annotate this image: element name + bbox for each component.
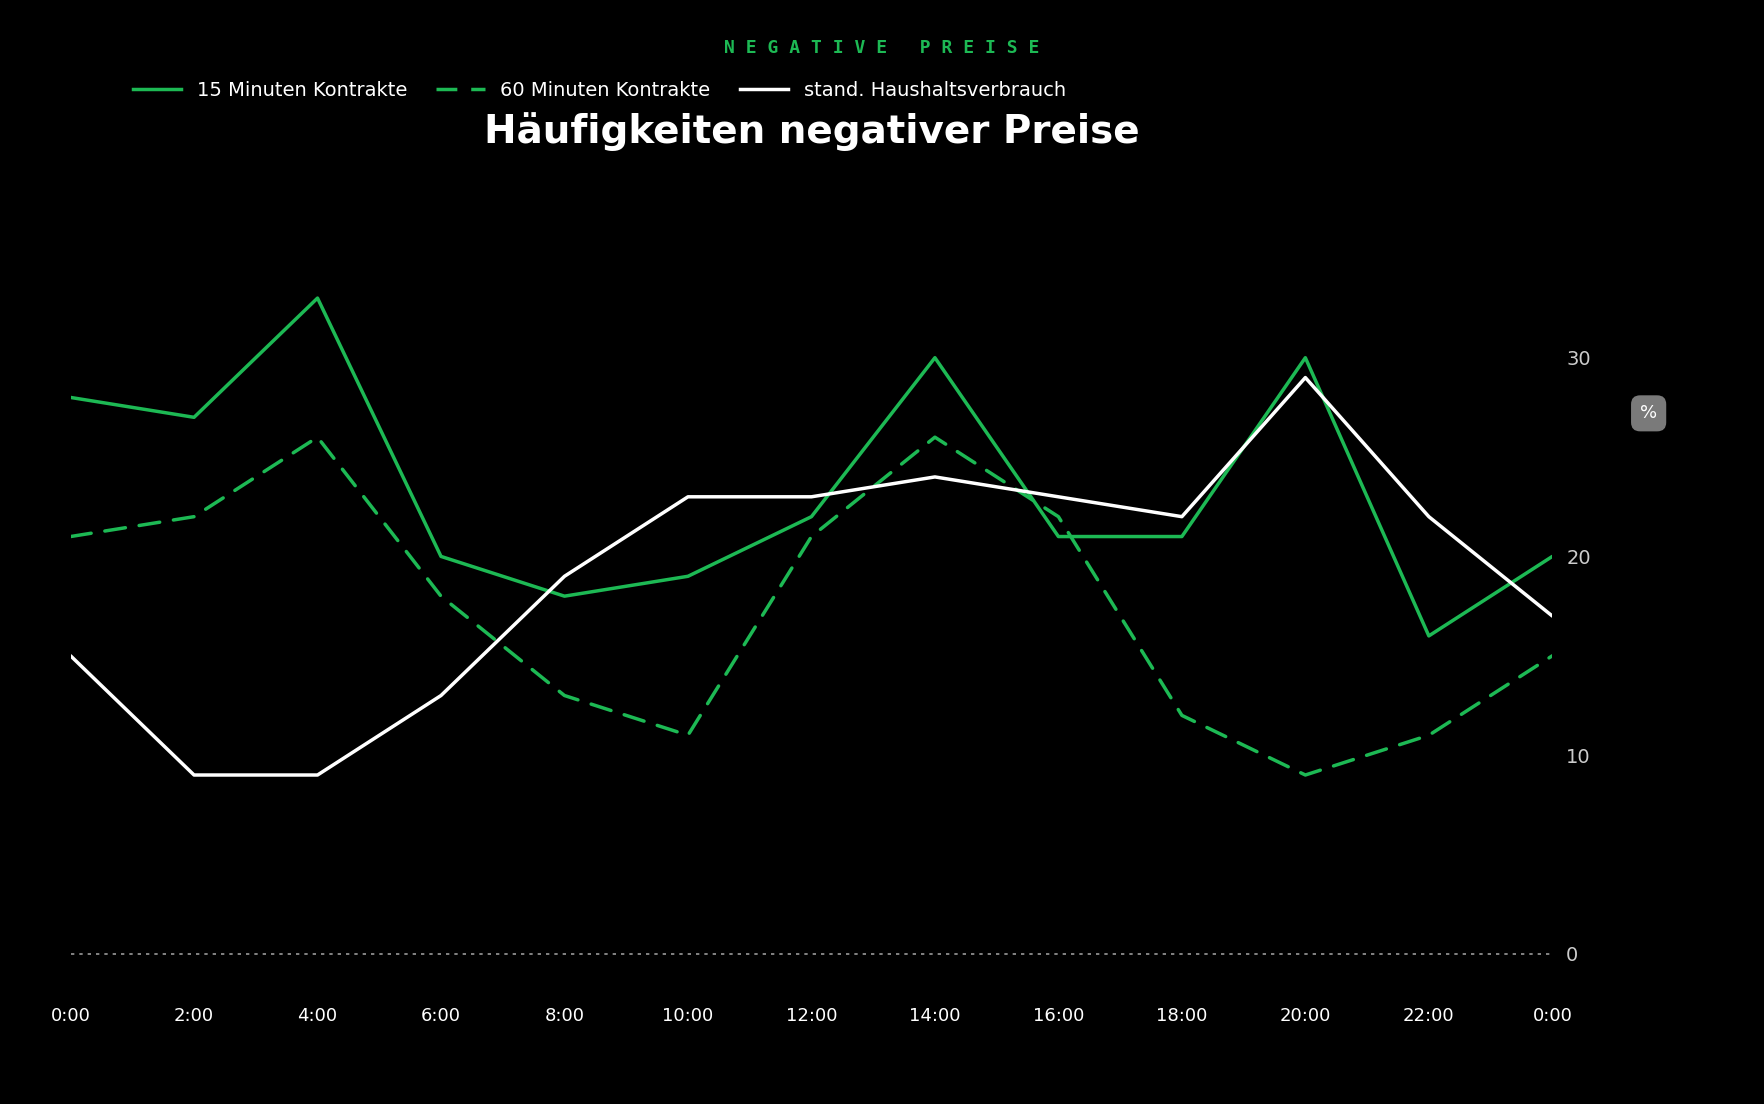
Title: Häufigkeiten negativer Preise: Häufigkeiten negativer Preise xyxy=(483,113,1140,151)
Text: %: % xyxy=(1641,404,1656,423)
Text: N E G A T I V E   P R E I S E: N E G A T I V E P R E I S E xyxy=(725,39,1039,56)
Legend: 15 Minuten Kontrakte, 60 Minuten Kontrakte, stand. Haushaltsverbrauch: 15 Minuten Kontrakte, 60 Minuten Kontrak… xyxy=(125,73,1074,108)
